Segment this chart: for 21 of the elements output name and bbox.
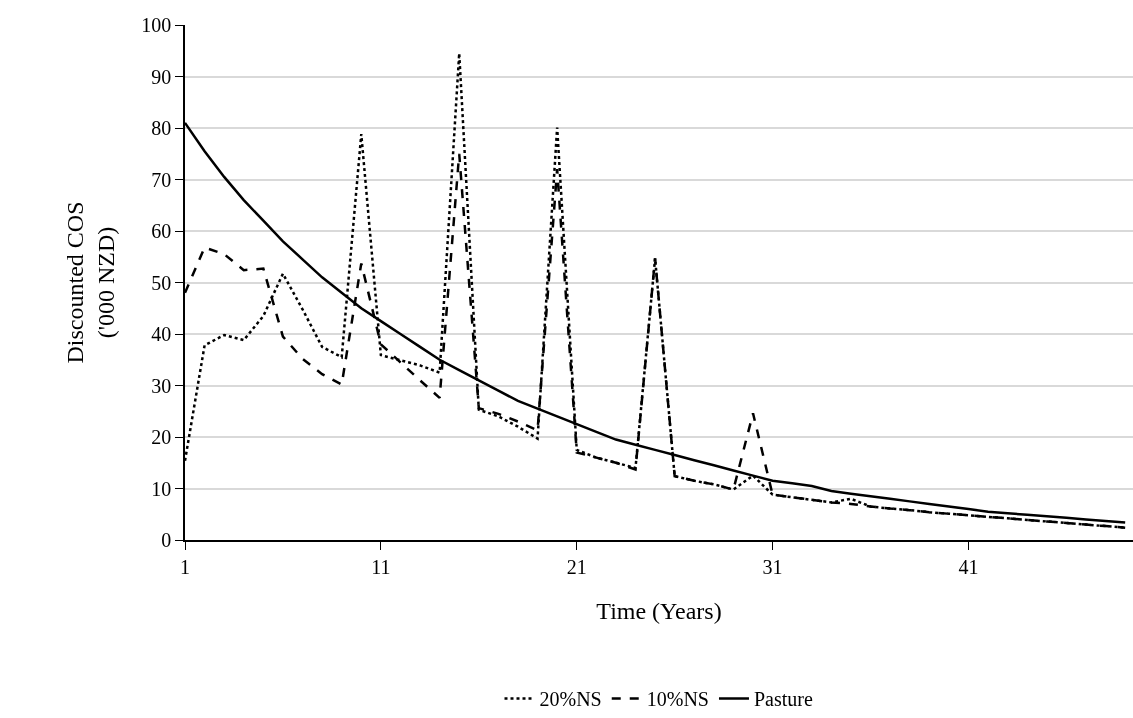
legend-label: 20%NS bbox=[539, 688, 602, 711]
legend-label: 10%NS bbox=[646, 688, 709, 711]
y-tick-label: 40 bbox=[151, 323, 172, 345]
x-tick-label: 41 bbox=[958, 555, 979, 578]
y-tick-label: 80 bbox=[151, 117, 172, 139]
y-tick-label: 10 bbox=[151, 477, 172, 500]
y-tick-label: 100 bbox=[141, 14, 172, 36]
x-axis-title: Time (Years) bbox=[596, 597, 722, 624]
y-tick-label: 20 bbox=[151, 426, 172, 448]
legend-label: Pasture bbox=[753, 688, 813, 711]
y-tick-label: 0 bbox=[161, 529, 172, 551]
y-tick-label: 30 bbox=[151, 374, 172, 397]
x-tick-label: 31 bbox=[762, 555, 783, 578]
x-tick-label: 21 bbox=[566, 555, 587, 578]
x-tick-label: 11 bbox=[371, 555, 391, 578]
y-axis-title: Discounted COS ('000 NZD) bbox=[61, 201, 119, 364]
y-tick-label: 70 bbox=[151, 168, 172, 191]
x-tick-label: 1 bbox=[180, 555, 190, 578]
y-tick-label: 90 bbox=[151, 65, 172, 88]
y-tick-label: 60 bbox=[151, 220, 172, 242]
y-tick-label: 50 bbox=[151, 271, 172, 294]
